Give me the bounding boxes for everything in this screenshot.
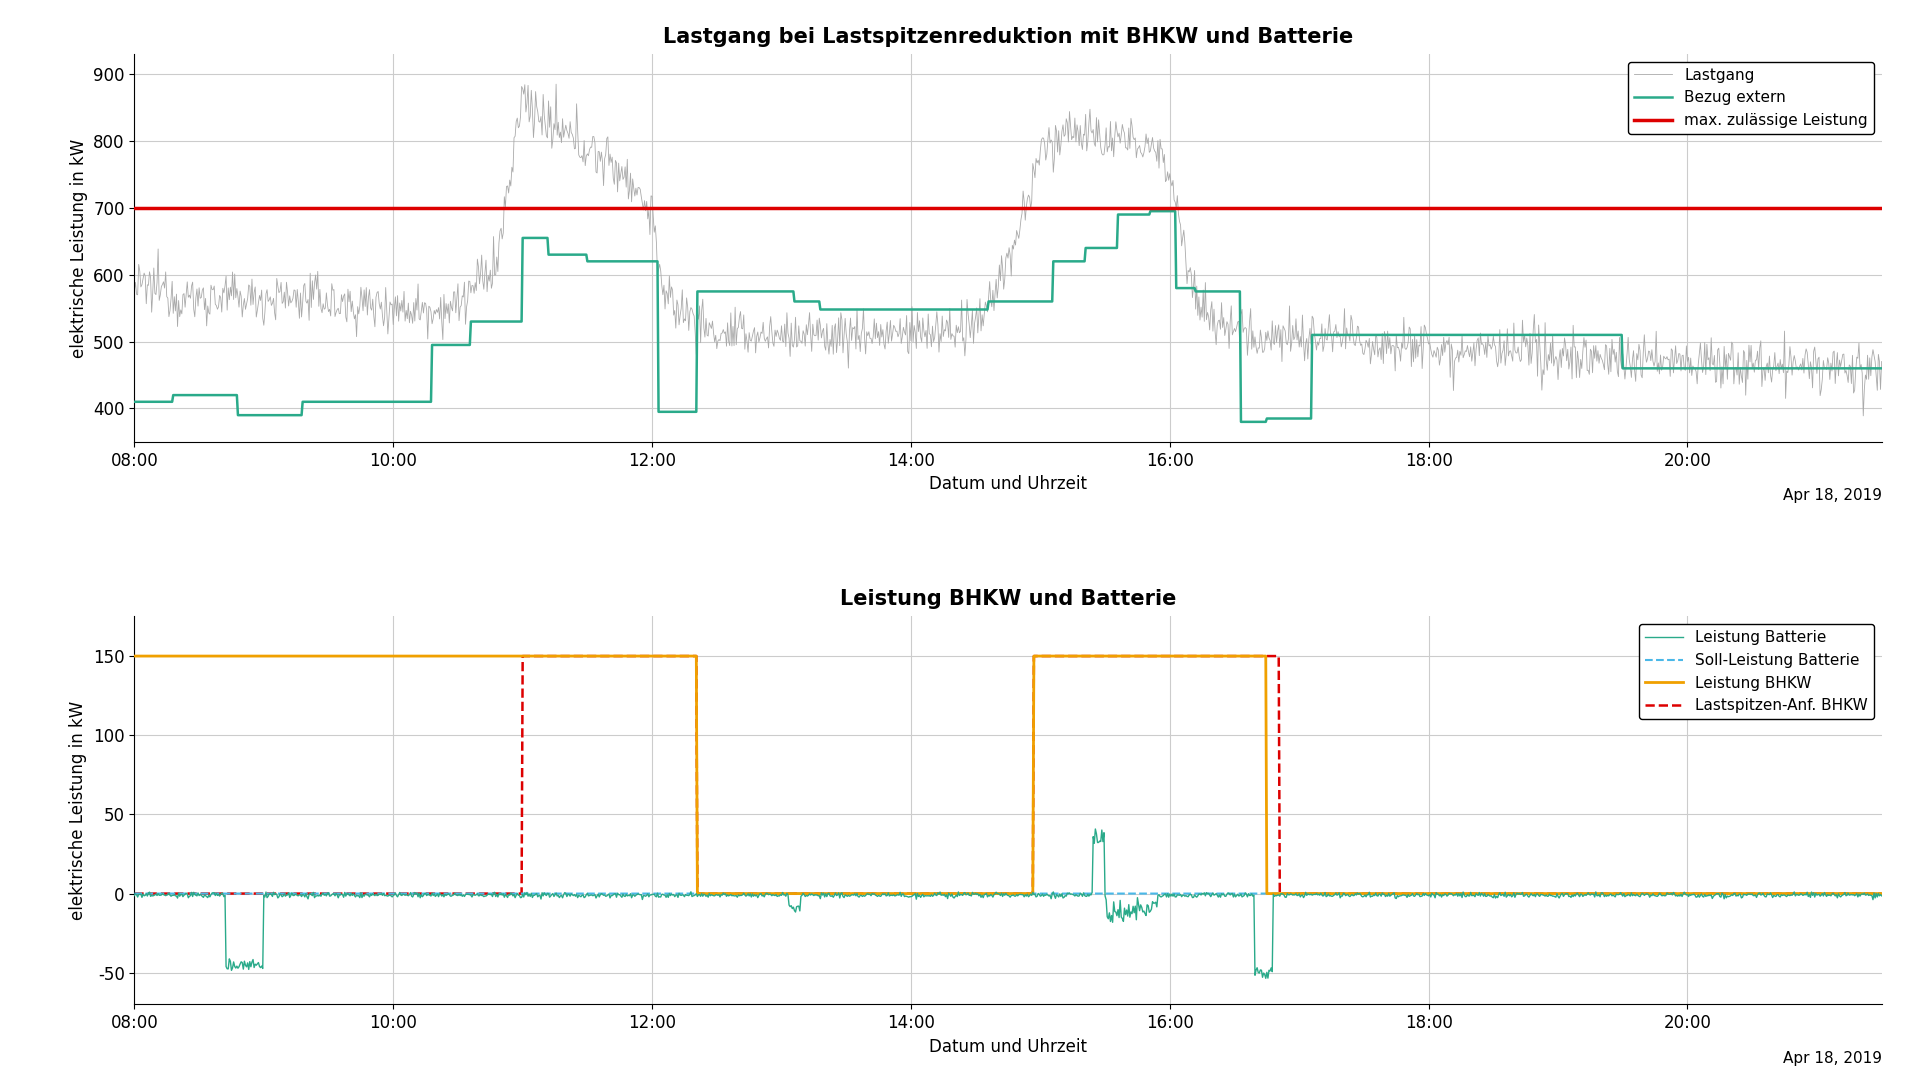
X-axis label: Datum und Uhrzeit: Datum und Uhrzeit [929, 475, 1087, 494]
Bezug extern [1139, 205, 1162, 218]
Leistung Batterie [1530, 888, 1553, 901]
Title: Leistung BHKW und Batterie: Leistung BHKW und Batterie [839, 590, 1177, 609]
Lastspitzen-Anf. BHKW [123, 887, 146, 900]
Bezug extern [123, 395, 146, 408]
Soll-Leistung Batterie [685, 887, 708, 900]
Soll-Leistung Batterie [484, 887, 507, 900]
Lastgang [484, 269, 507, 282]
Soll-Leistung Batterie [1788, 887, 1811, 900]
Leistung Batterie [163, 889, 186, 902]
Leistung BHKW [685, 887, 708, 900]
Bezug extern [1870, 362, 1893, 375]
Line: Leistung BHKW: Leistung BHKW [134, 656, 1882, 893]
Y-axis label: elektrische Leistung in kW: elektrische Leistung in kW [69, 701, 88, 920]
Line: Leistung Batterie: Leistung Batterie [134, 829, 1882, 978]
Bezug extern [1229, 416, 1252, 429]
Legend: Lastgang, Bezug extern, max. zulässige Leistung: Lastgang, Bezug extern, max. zulässige L… [1628, 62, 1874, 134]
Lastgang [1528, 356, 1551, 369]
Bezug extern [484, 315, 507, 328]
Y-axis label: elektrische Leistung in kW: elektrische Leistung in kW [69, 138, 88, 357]
Lastspitzen-Anf. BHKW [1528, 887, 1551, 900]
Lastspitzen-Anf. BHKW [511, 649, 534, 662]
Leistung BHKW [687, 887, 710, 900]
Lastgang [1870, 355, 1893, 368]
Lastspitzen-Anf. BHKW [1594, 887, 1617, 900]
Lastspitzen-Anf. BHKW [484, 887, 507, 900]
Leistung Batterie [123, 889, 146, 902]
Bezug extern [1789, 362, 1812, 375]
Lastgang [123, 284, 146, 297]
Leistung BHKW [484, 649, 507, 662]
Line: Lastspitzen-Anf. BHKW: Lastspitzen-Anf. BHKW [134, 656, 1882, 893]
Leistung BHKW [1870, 887, 1893, 900]
Line: Bezug extern: Bezug extern [134, 212, 1882, 422]
Soll-Leistung Batterie [123, 887, 146, 900]
Leistung BHKW [1788, 887, 1811, 900]
Soll-Leistung Batterie [1528, 887, 1551, 900]
Bezug extern [1530, 328, 1553, 341]
Bezug extern [163, 389, 186, 402]
Leistung BHKW [163, 649, 186, 662]
Soll-Leistung Batterie [163, 887, 186, 900]
Leistung Batterie [1083, 823, 1106, 836]
Soll-Leistung Batterie [1592, 887, 1615, 900]
Soll-Leistung Batterie [1870, 887, 1893, 900]
Leistung Batterie [1870, 889, 1893, 902]
Leistung Batterie [1254, 972, 1277, 985]
Line: Lastgang: Lastgang [134, 84, 1882, 416]
Legend: Leistung Batterie, Soll-Leistung Batterie, Leistung BHKW, Lastspitzen-Anf. BHKW: Leistung Batterie, Soll-Leistung Batteri… [1638, 624, 1874, 719]
Lastgang [687, 313, 710, 326]
Leistung Batterie [685, 890, 708, 903]
Lastspitzen-Anf. BHKW [1788, 887, 1811, 900]
X-axis label: Datum und Uhrzeit: Datum und Uhrzeit [929, 1038, 1087, 1055]
Lastgang [1788, 360, 1811, 373]
Leistung Batterie [1594, 889, 1617, 902]
Lastspitzen-Anf. BHKW [1870, 887, 1893, 900]
Lastgang [1851, 409, 1874, 422]
Bezug extern [1594, 328, 1617, 341]
Lastgang [1594, 363, 1617, 376]
Lastspitzen-Anf. BHKW [687, 887, 710, 900]
Lastgang [163, 305, 186, 318]
Leistung Batterie [1789, 887, 1812, 900]
Leistung BHKW [1594, 887, 1617, 900]
Text: Apr 18, 2019: Apr 18, 2019 [1782, 1051, 1882, 1066]
Leistung BHKW [123, 649, 146, 662]
Lastspitzen-Anf. BHKW [163, 887, 186, 900]
Lastgang [545, 78, 568, 91]
Leistung Batterie [484, 886, 507, 899]
Text: Apr 18, 2019: Apr 18, 2019 [1782, 488, 1882, 503]
Leistung BHKW [1528, 887, 1551, 900]
Title: Lastgang bei Lastspitzenreduktion mit BHKW und Batterie: Lastgang bei Lastspitzenreduktion mit BH… [662, 27, 1354, 46]
Bezug extern [685, 285, 708, 298]
